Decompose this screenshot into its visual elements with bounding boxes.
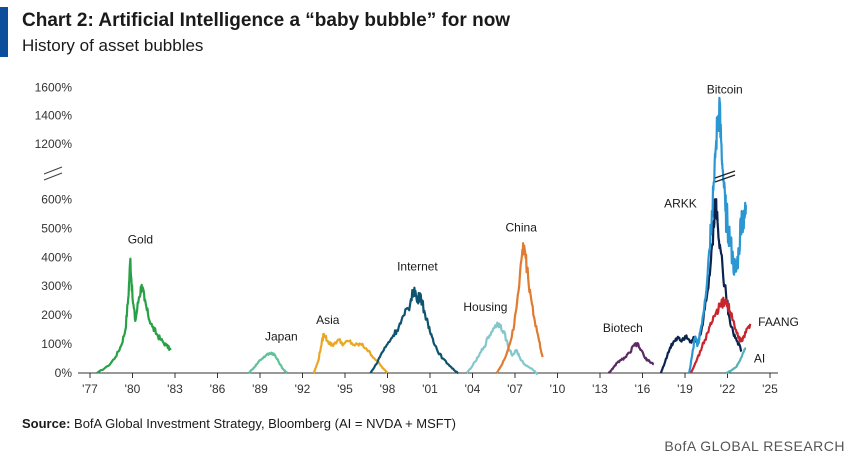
x-tick-label: '80 [125, 382, 141, 396]
y-tick-label: 1200% [35, 137, 73, 151]
x-tick-label: '86 [210, 382, 226, 396]
y-tick-label: 200% [41, 308, 72, 322]
x-tick-label: '07 [507, 382, 523, 396]
x-tick-label: '95 [337, 382, 353, 396]
series-label-bitcoin: Bitcoin [707, 82, 743, 96]
source-text: BofA Global Investment Strategy, Bloombe… [74, 416, 457, 431]
source-note: Source: BofA Global Investment Strategy,… [22, 416, 456, 431]
y-tick-label: 0% [55, 366, 73, 380]
series-label-internet: Internet [397, 260, 438, 274]
source-label: Source: [22, 416, 71, 431]
series-line-gold [96, 257, 172, 374]
series-label-housing: Housing [463, 300, 507, 314]
series-line-biotech [607, 341, 655, 374]
x-tick-label: '16 [635, 382, 651, 396]
x-tick-label: '89 [252, 382, 268, 396]
y-tick-label: 400% [41, 250, 72, 264]
x-tick-label: '22 [720, 382, 736, 396]
y-axis-break-mark [43, 166, 63, 175]
x-tick-label: '77 [82, 382, 98, 396]
series-break-mark [714, 170, 736, 179]
x-tick-label: '98 [380, 382, 396, 396]
series-label-biotech: Biotech [603, 321, 643, 335]
series-line-asia [312, 332, 389, 374]
x-tick-label: '13 [592, 382, 608, 396]
series-label-gold: Gold [128, 233, 153, 247]
series-label-japan: Japan [265, 330, 298, 344]
chart-title: Chart 2: Artificial Intelligence a “baby… [22, 10, 511, 31]
x-tick-label: '92 [295, 382, 311, 396]
y-tick-label: 1400% [35, 109, 73, 123]
series-line-japan [248, 351, 288, 374]
x-tick-label: '10 [550, 382, 566, 396]
series-line-ai [725, 347, 747, 375]
x-tick-label: '01 [422, 382, 438, 396]
x-tick-label: '83 [167, 382, 183, 396]
series-line-housing [465, 321, 539, 376]
brand-footer: BofA GLOBAL RESEARCH [664, 438, 845, 454]
y-tick-label: 600% [41, 192, 72, 206]
series-line-bitcoin [688, 96, 747, 374]
accent-bar [0, 7, 8, 57]
series-line-internet [369, 286, 459, 375]
y-tick-label: 100% [41, 337, 72, 351]
series-label-asia: Asia [316, 313, 340, 327]
series-line-china [495, 242, 544, 374]
y-tick-label: 1600% [35, 80, 73, 94]
series-line-faang [689, 296, 752, 374]
series-break-mark [714, 174, 736, 183]
chart-area: '77 '80 '83 '86 '89 '92 '95 '98 '01 '04 '07 '10 '13 '… [35, 80, 799, 396]
series-label-faang: FAANG [758, 315, 799, 329]
y-axis-break-mark [43, 172, 63, 181]
chart-subtitle: History of asset bubbles [22, 36, 204, 55]
x-tick-label: '19 [677, 382, 693, 396]
x-tick-label: '04 [465, 382, 481, 396]
series-label-ai: AI [754, 351, 765, 365]
series-label-arkk: ARKK [664, 196, 697, 210]
series-label-china: China [506, 221, 538, 235]
y-tick-label: 500% [41, 221, 72, 235]
y-tick-label: 300% [41, 279, 72, 293]
x-tick-label: '25 [762, 382, 778, 396]
